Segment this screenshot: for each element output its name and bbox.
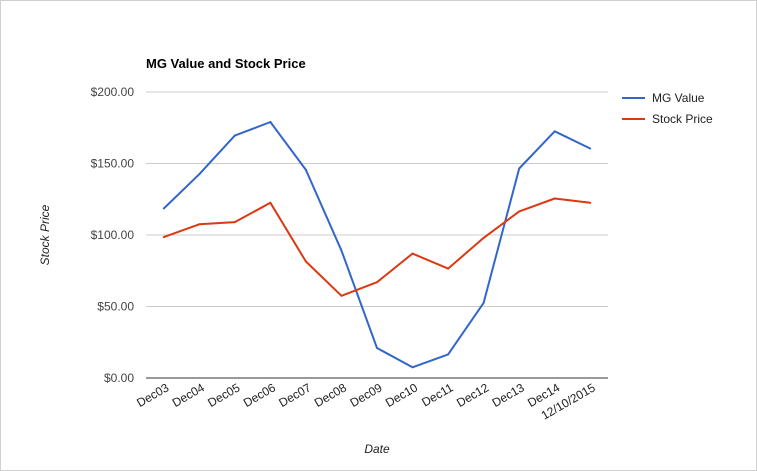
legend: MG Value Stock Price: [622, 91, 713, 126]
data-point: [447, 267, 450, 270]
data-point: [518, 210, 521, 213]
data-point: [198, 173, 201, 176]
data-point: [340, 294, 343, 297]
data-point: [518, 167, 521, 170]
y-tick-label: $0.00: [104, 371, 134, 385]
data-point: [411, 366, 414, 369]
data-point: [233, 221, 236, 224]
data-point: [340, 249, 343, 252]
data-point: [162, 236, 165, 239]
chart-title: MG Value and Stock Price: [146, 56, 306, 71]
data-point: [376, 281, 378, 284]
x-axis-title: Date: [364, 442, 390, 456]
y-tick-label: $100.00: [91, 228, 135, 242]
data-point: [411, 252, 414, 255]
data-point: [233, 134, 236, 137]
data-point: [482, 236, 485, 239]
data-point: [482, 301, 485, 304]
y-axis-title: Stock Price: [38, 204, 52, 265]
gridlines: [146, 91, 608, 379]
legend-label: Stock Price: [652, 112, 713, 126]
data-point: [269, 201, 272, 204]
y-tick-label: $150.00: [91, 157, 135, 171]
data-point: [589, 201, 592, 204]
data-point: [447, 353, 450, 356]
y-axis-ticks: $0.00 $50.00 $100.00 $150.00 $200.00: [91, 85, 135, 385]
y-tick-label: $50.00: [97, 300, 134, 314]
series-lines: [162, 121, 592, 369]
data-point: [304, 260, 307, 263]
data-point: [553, 130, 556, 133]
legend-label: MG Value: [652, 91, 705, 105]
y-tick-label: $200.00: [91, 85, 135, 99]
data-point: [269, 121, 272, 124]
data-point: [162, 207, 165, 210]
data-point: [553, 197, 556, 200]
data-point: [589, 147, 592, 150]
data-point: [304, 168, 307, 171]
data-point: [376, 346, 378, 349]
data-point: [198, 223, 201, 226]
